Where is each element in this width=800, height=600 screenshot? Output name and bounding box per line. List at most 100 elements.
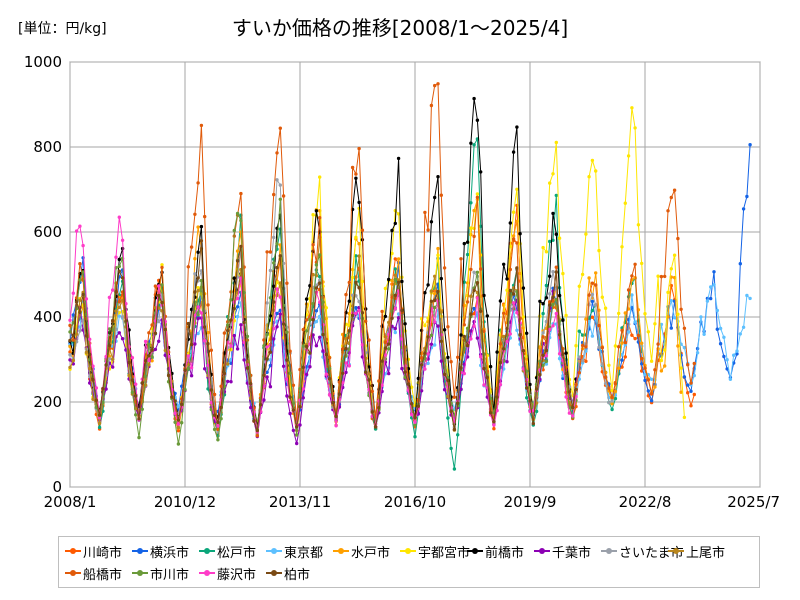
data-point <box>196 288 200 293</box>
data-point <box>285 281 289 285</box>
data-point <box>347 280 351 285</box>
data-point <box>285 330 289 334</box>
data-point <box>472 312 476 316</box>
data-point <box>531 421 535 426</box>
data-point <box>393 267 397 271</box>
data-point <box>423 367 427 371</box>
data-point <box>594 271 598 275</box>
data-point <box>485 314 489 318</box>
data-point <box>354 280 358 285</box>
data-point <box>603 306 608 310</box>
data-point <box>620 328 624 332</box>
data-point <box>419 328 424 333</box>
data-point <box>426 228 430 232</box>
data-point <box>472 143 476 147</box>
data-point <box>285 377 289 381</box>
data-point <box>580 272 585 277</box>
data-point <box>738 332 742 336</box>
data-point <box>212 413 217 417</box>
data-point <box>380 309 384 314</box>
data-point <box>357 200 361 205</box>
data-point <box>189 342 194 347</box>
data-point <box>196 250 200 254</box>
data-point <box>275 151 279 155</box>
data-point <box>344 346 348 351</box>
data-point <box>176 429 181 433</box>
data-point <box>426 361 430 366</box>
data-point <box>304 329 309 333</box>
data-point <box>515 219 519 223</box>
data-point <box>669 326 673 330</box>
data-point <box>666 315 670 319</box>
data-point <box>137 435 141 440</box>
data-point <box>304 344 309 349</box>
data-point <box>439 339 443 343</box>
data-point <box>456 355 460 359</box>
data-point <box>354 254 358 258</box>
data-point <box>390 278 394 283</box>
data-point <box>373 425 378 429</box>
data-point <box>226 323 230 327</box>
data-point <box>505 288 509 292</box>
legend-item: 宇都宮市 <box>400 540 470 562</box>
data-point <box>245 366 250 370</box>
data-point <box>360 311 365 315</box>
data-point <box>281 364 286 368</box>
data-point <box>551 238 555 242</box>
data-point <box>515 311 519 315</box>
data-point <box>387 371 391 376</box>
data-point <box>630 333 634 337</box>
data-point <box>633 336 637 341</box>
legend-swatch <box>467 546 483 556</box>
legend-item: 船橋市 <box>65 562 132 584</box>
data-point <box>354 306 358 310</box>
data-point <box>176 422 181 426</box>
data-point <box>429 299 434 303</box>
data-point <box>712 270 716 274</box>
data-point <box>295 425 299 429</box>
data-point <box>265 332 269 337</box>
data-point <box>554 297 558 302</box>
data-point <box>350 275 355 280</box>
data-point <box>502 334 506 339</box>
data-point <box>498 360 503 365</box>
data-point <box>449 446 453 451</box>
data-point <box>495 350 499 354</box>
data-point <box>380 359 384 363</box>
data-point <box>199 224 204 229</box>
data-point <box>268 385 273 389</box>
data-point <box>554 232 558 236</box>
data-point <box>672 188 677 192</box>
data-point <box>436 324 440 328</box>
data-point <box>314 263 319 267</box>
data-point <box>84 334 89 338</box>
data-point <box>341 347 345 351</box>
data-point <box>741 207 746 211</box>
data-point <box>275 287 279 291</box>
data-point <box>410 385 414 389</box>
data-point <box>594 283 598 287</box>
data-point <box>107 327 112 331</box>
data-point <box>564 395 568 399</box>
data-point <box>367 338 371 342</box>
data-point <box>111 365 115 369</box>
y-tick-label: 1000 <box>24 53 62 71</box>
data-point <box>396 316 401 320</box>
data-point <box>324 352 328 357</box>
data-point <box>189 366 194 370</box>
data-point <box>97 415 102 420</box>
data-point <box>482 293 486 298</box>
data-point <box>383 286 388 291</box>
data-point <box>705 299 710 303</box>
data-point <box>689 381 693 385</box>
data-point <box>738 262 742 266</box>
data-point <box>327 356 332 360</box>
data-point <box>235 296 240 301</box>
data-point <box>147 358 151 363</box>
data-point <box>541 245 545 250</box>
data-point <box>613 382 618 386</box>
data-point <box>393 330 397 335</box>
data-point <box>620 365 624 369</box>
data-point <box>508 332 512 336</box>
